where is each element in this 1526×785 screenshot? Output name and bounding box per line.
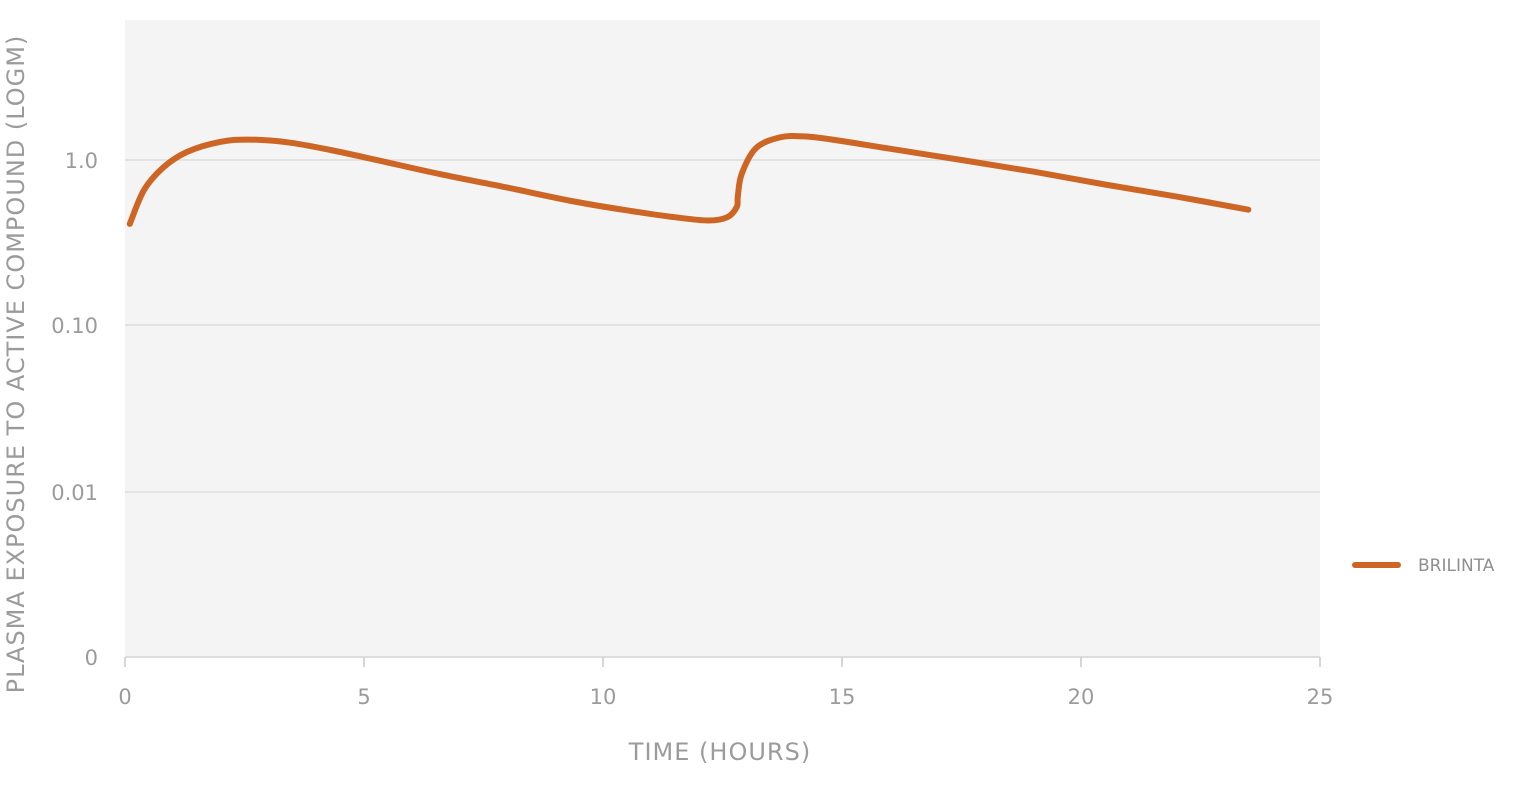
gridlines (125, 159, 1320, 658)
plot-background (125, 20, 1320, 657)
legend-label-brilinta: BRILINTA (1418, 556, 1495, 576)
x-tick-label: 25 (1307, 685, 1334, 709)
y-tick-label: 0 (85, 646, 98, 670)
x-tick-label: 0 (118, 685, 131, 709)
y-axis: 0 0.01 0.10 1.0 (51, 149, 98, 670)
x-axis: 0 5 10 15 20 25 (118, 657, 1333, 709)
x-tick-label: 15 (829, 685, 856, 709)
series-line-brilinta (126, 133, 1252, 227)
y-tick-label: 0.10 (51, 314, 98, 338)
x-tick-label: 20 (1068, 685, 1095, 709)
x-axis-title: TIME (HOURS) (628, 738, 811, 766)
y-tick-label: 0.01 (51, 481, 98, 505)
y-axis-title: PLASMA EXPOSURE TO ACTIVE COMPOUND (LOGM… (2, 35, 30, 694)
x-tick-label: 10 (590, 685, 617, 709)
series-layer (126, 133, 1252, 227)
legend: BRILINTA (1352, 556, 1495, 576)
x-tick-label: 5 (357, 685, 370, 709)
y-tick-label: 1.0 (65, 149, 98, 173)
